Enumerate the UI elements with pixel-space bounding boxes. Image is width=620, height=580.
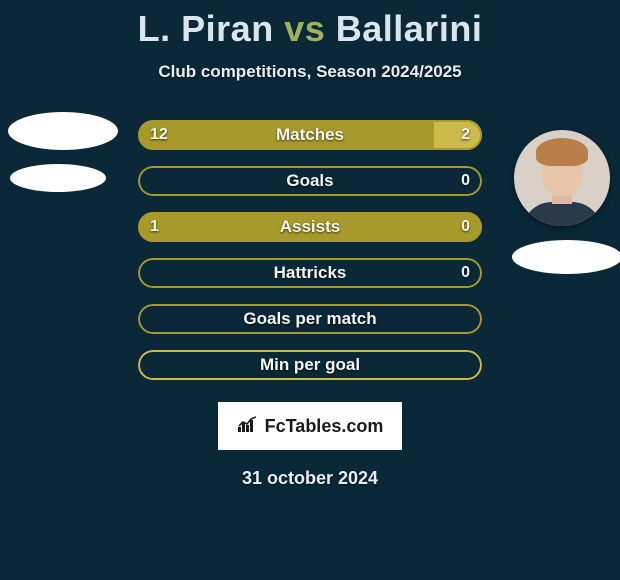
bar-label: Goals per match xyxy=(138,304,482,334)
bar-value-right: 0 xyxy=(461,166,470,196)
avatar-shoulders xyxy=(522,202,602,226)
stat-row-goals-per-match: Goals per match xyxy=(138,304,482,334)
subtitle: Club competitions, Season 2024/2025 xyxy=(0,62,620,82)
bar-label: Hattricks xyxy=(138,258,482,288)
bar-value-right: 0 xyxy=(461,258,470,288)
fctables-logo-icon xyxy=(237,415,259,438)
title-player1: L. Piran xyxy=(138,8,274,49)
bar-label: Goals xyxy=(138,166,482,196)
stat-row-hattricks: Hattricks0 xyxy=(138,258,482,288)
bar-fill-left xyxy=(138,212,482,242)
date-label: 31 october 2024 xyxy=(0,468,620,489)
stat-row-assists: Assists10 xyxy=(138,212,482,242)
player-left-club-placeholder xyxy=(10,164,106,192)
bar-border xyxy=(138,258,482,288)
branding-label: FcTables.com xyxy=(265,416,384,437)
player-right-club-placeholder xyxy=(512,240,620,274)
bar-fill-right xyxy=(434,120,482,150)
branding-badge: FcTables.com xyxy=(218,402,402,450)
bar-border xyxy=(138,304,482,334)
stat-row-goals: Goals0 xyxy=(138,166,482,196)
comparison-bars: Matches122Goals0Assists10Hattricks0Goals… xyxy=(138,120,482,380)
title-player2: Ballarini xyxy=(336,8,483,49)
infographic-container: L. Piran vs Ballarini Club competitions,… xyxy=(0,0,620,580)
title-vs: vs xyxy=(284,8,325,49)
page-title: L. Piran vs Ballarini xyxy=(0,8,620,50)
avatar-hair xyxy=(536,138,588,166)
player-right-panel xyxy=(512,130,612,274)
bar-label: Min per goal xyxy=(138,350,482,380)
player-right-avatar xyxy=(514,130,610,226)
player-left-panel xyxy=(8,112,108,192)
bar-border xyxy=(138,350,482,380)
bar-border xyxy=(138,166,482,196)
stat-row-matches: Matches122 xyxy=(138,120,482,150)
stat-row-min-per-goal: Min per goal xyxy=(138,350,482,380)
bar-fill-left xyxy=(138,120,434,150)
player-left-avatar-placeholder xyxy=(8,112,118,150)
